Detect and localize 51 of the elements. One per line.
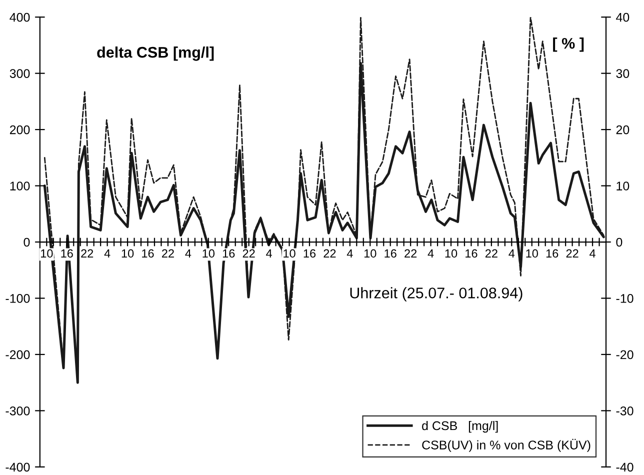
y-tick-label: 200 — [10, 125, 30, 134]
y-tick-label: -400 — [6, 462, 30, 472]
x-tick-label: 4 — [590, 249, 596, 258]
y-tick-label: 0 — [24, 238, 30, 247]
legend-label: CSB(UV) in % von CSB (KÜV) — [422, 438, 590, 452]
x-tick-label: 22 — [485, 249, 498, 258]
x-tick-label: 22 — [324, 249, 336, 258]
x-tick-label: 4 — [104, 249, 110, 258]
y-axis-title: delta CSB [mg/l] — [97, 46, 214, 61]
x-tick-label: 22 — [81, 249, 94, 258]
x-tick-label: 4 — [185, 249, 192, 258]
y2-tick-label: 10 — [616, 182, 630, 190]
x-tick-label: 22 — [566, 249, 578, 258]
y-tick-label: 400 — [10, 12, 30, 22]
y2-tick-label: -40 — [616, 462, 634, 472]
x-tick-label: 16 — [304, 249, 316, 258]
x-tick-label: 10 — [122, 249, 134, 258]
x-tick-label: 16 — [384, 249, 396, 258]
x-tick-label: 22 — [162, 249, 174, 258]
x-tick-label: 4 — [428, 249, 434, 258]
x-tick-label: 22 — [242, 249, 255, 258]
y-tick-label: -100 — [6, 294, 30, 303]
y2-tick-label: 40 — [616, 12, 630, 22]
legend-label: d CSB [mg/l] — [422, 420, 498, 433]
y2-tick-label: -30 — [616, 406, 634, 416]
x-axis-title: Uhrzeit (25.07.- 01.08.94) — [350, 287, 522, 302]
y2-tick-label: -10 — [616, 294, 634, 303]
y2-tick-label: 0 — [616, 238, 622, 247]
y-tick-label: 100 — [10, 182, 30, 190]
x-tick-label: 10 — [526, 249, 538, 258]
x-tick-label: 10 — [202, 249, 215, 258]
x-tick-label: 10 — [445, 249, 458, 258]
y2-axis-title: [ % ] — [553, 38, 584, 52]
x-tick-label: 10 — [41, 249, 53, 258]
x-tick-label: 16 — [466, 249, 478, 258]
y-tick-label: -300 — [6, 406, 30, 416]
x-tick-label: 10 — [284, 249, 296, 258]
x-tick-label: 16 — [222, 249, 235, 258]
x-tick-label: 22 — [404, 249, 417, 258]
x-tick-label: 4 — [266, 249, 272, 258]
x-tick-label: 16 — [142, 249, 154, 258]
y2-tick-label: 20 — [616, 125, 630, 134]
x-tick-label: 10 — [364, 249, 376, 258]
y2-tick-label: 30 — [616, 69, 630, 78]
y2-tick-label: -20 — [616, 350, 634, 360]
x-tick-label: 16 — [546, 249, 558, 258]
y-tick-label: -200 — [6, 350, 30, 360]
x-tick-label: 4 — [508, 249, 515, 258]
x-tick-label: 16 — [61, 249, 73, 258]
x-tick-label: 4 — [346, 249, 353, 258]
y-tick-label: 300 — [10, 69, 30, 78]
